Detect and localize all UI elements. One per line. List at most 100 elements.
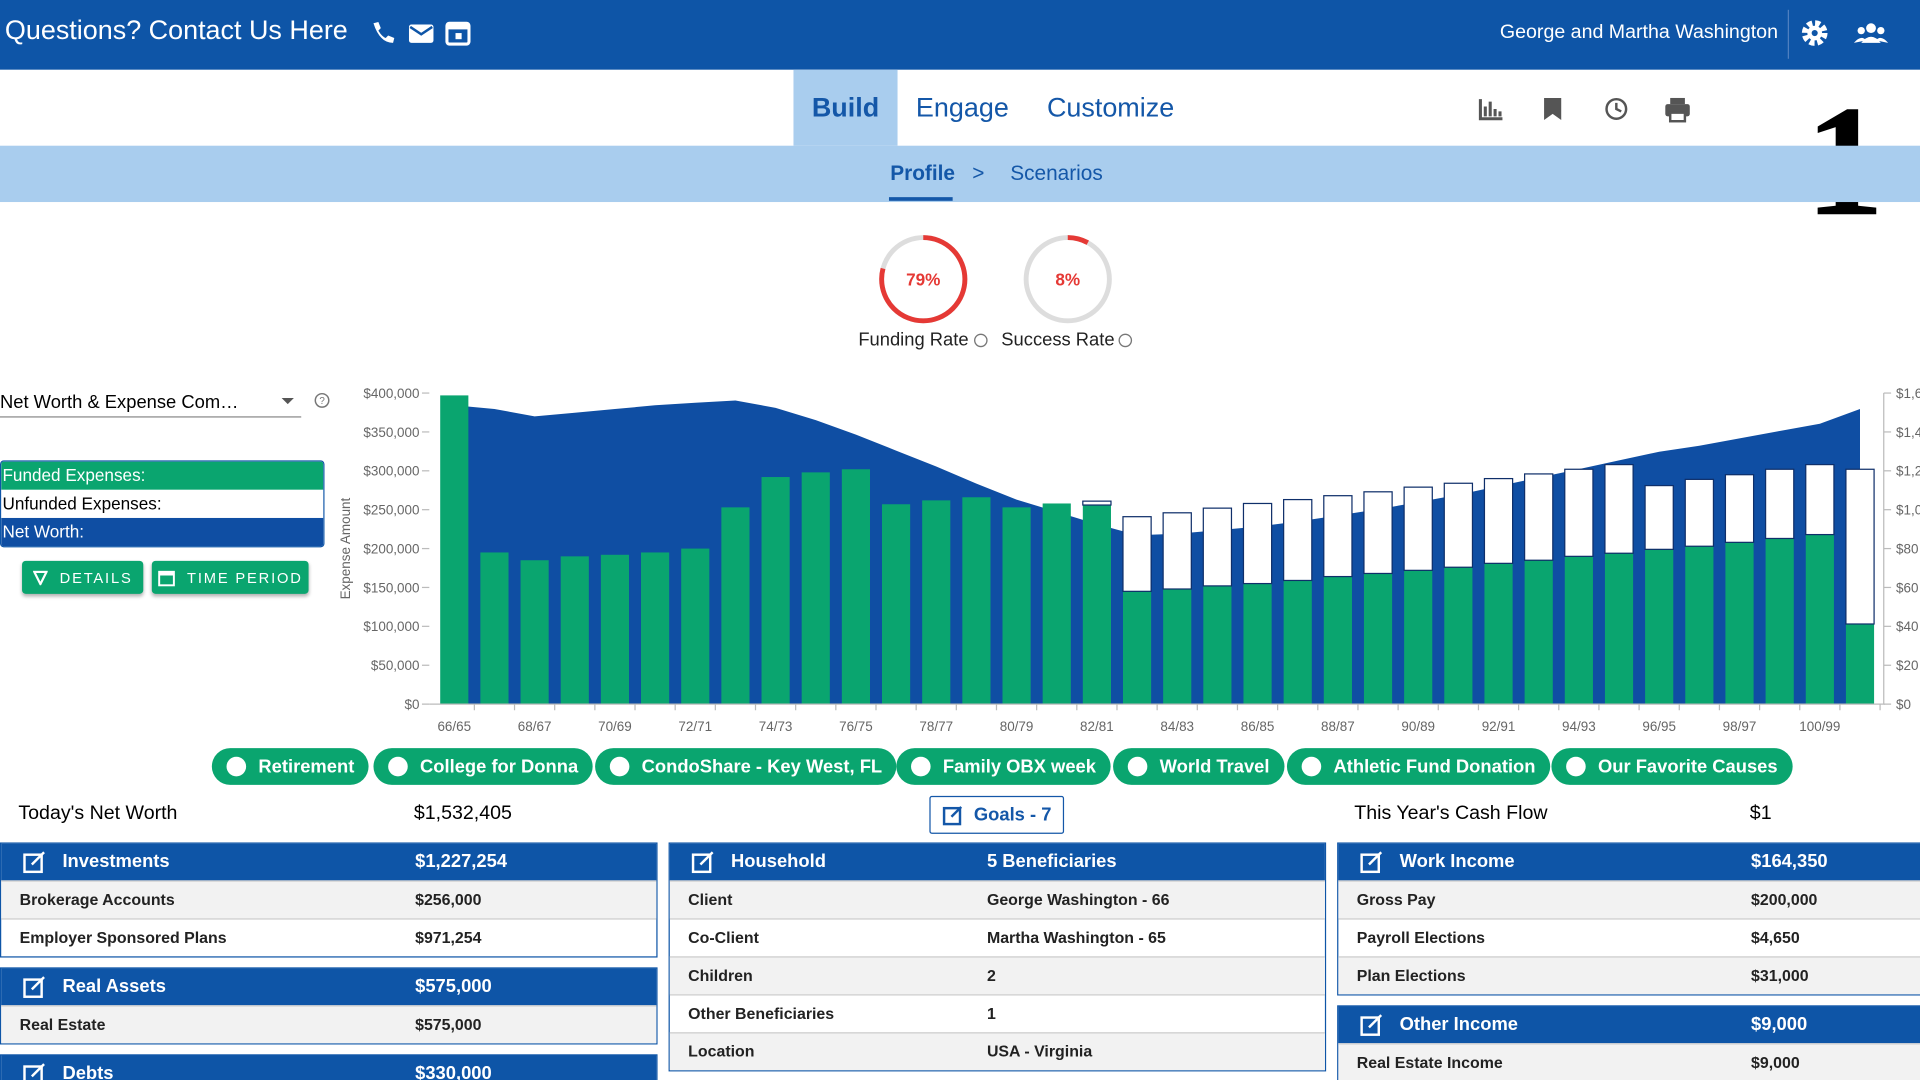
svg-text:?: ? <box>319 396 325 407</box>
card-row: Brokerage Accounts $256,000 <box>1 880 657 919</box>
goal-chip[interactable]: College for Donna <box>373 748 593 785</box>
x-tick-label: 66/65 <box>437 719 471 734</box>
y-tick-label: $150,000 <box>363 580 419 595</box>
row-label: Location <box>688 1042 755 1061</box>
chart-selector-text: Net Worth & Expense Com… <box>0 391 239 413</box>
x-tick-label: 88/87 <box>1321 719 1355 734</box>
calendar-icon <box>157 570 175 586</box>
x-tick-label: 86/85 <box>1241 719 1275 734</box>
x-tick-label: 72/71 <box>678 719 712 734</box>
card: Debts $330,000 <box>0 1054 658 1080</box>
card-row: Location USA - Virginia <box>669 1032 1325 1071</box>
row-value: $575,000 <box>415 1015 482 1034</box>
edit-icon[interactable] <box>22 976 46 1000</box>
goal-chip[interactable]: Retirement <box>211 748 370 785</box>
y2-tick-label: $60 <box>1896 580 1918 595</box>
tab[interactable]: Engage <box>915 91 1009 123</box>
legend-entry: Unfunded Expenses: <box>1 489 324 518</box>
gauges: 79% Funding Rate 8% Success Rate <box>858 235 1133 349</box>
bar-segment <box>1243 583 1272 705</box>
card-rows: Gross Pay $200,000 Payroll Elections $4,650… <box>1338 880 1920 995</box>
bar-segment <box>1242 502 1273 585</box>
goals-button[interactable]: Goals - 7 <box>929 795 1065 834</box>
edit-icon[interactable] <box>22 1063 46 1080</box>
x-tick-label: 100/99 <box>1799 719 1840 734</box>
card-header[interactable]: Real Assets $575,000 <box>1 968 657 1006</box>
y-tick-label: $200,000 <box>363 541 419 556</box>
card-rows: Real Estate Income $9,000 <box>1338 1043 1920 1080</box>
tab[interactable]: Customize <box>1046 91 1175 123</box>
row-value: $4,650 <box>1751 928 1800 947</box>
chart-selector[interactable]: Net Worth & Expense Com… <box>0 391 302 418</box>
card-value: 5 Beneficiaries <box>986 851 1117 872</box>
bar-segment <box>1764 468 1795 540</box>
bar-segment <box>1283 498 1313 582</box>
subnav-separator: > <box>972 161 985 185</box>
row-value: Martha Washington - 65 <box>986 928 1166 947</box>
legend-entry: Net Worth: <box>1 517 324 547</box>
time-period-button[interactable]: TIME PERIOD <box>151 560 309 594</box>
goal-name: College for Donna <box>420 756 579 777</box>
card-header[interactable]: Household 5 Beneficiaries <box>669 843 1325 881</box>
card-header[interactable]: Other Income $9,000 <box>1338 1006 1920 1044</box>
contact-link[interactable]: Questions? Contact Us Here <box>4 14 348 46</box>
subnav-scenarios[interactable]: Scenarios <box>1010 161 1103 185</box>
tab[interactable]: Build <box>793 69 898 146</box>
gauge-arc <box>1023 235 1112 324</box>
details-button[interactable]: DETAILS <box>22 560 144 594</box>
goal-chip[interactable]: Our Favorite Causes <box>1551 748 1793 785</box>
card-value: $9,000 <box>1751 1013 1808 1035</box>
goal-chip[interactable]: CondoShare - Key West, FL <box>595 748 897 785</box>
help-icon[interactable] <box>974 333 988 348</box>
goal-chip[interactable]: Family OBX week <box>896 748 1111 785</box>
bar-segment <box>922 500 951 705</box>
x-tick-label: 84/83 <box>1160 719 1194 734</box>
card-header[interactable]: Debts $330,000 <box>1 1055 657 1080</box>
goal-chip[interactable]: Athletic Fund Donation <box>1286 748 1551 785</box>
card-header[interactable]: Investments $1,227,254 <box>1 843 657 881</box>
net-worth-label: Today's Net Worth <box>18 803 178 825</box>
settings-icons[interactable] <box>1800 18 1898 50</box>
bar-segment <box>1725 542 1754 705</box>
row-value: George Washington - 66 <box>986 890 1170 909</box>
help-icon[interactable] <box>1118 333 1133 348</box>
row-label: Other Beneficiaries <box>688 1004 835 1023</box>
help-icon[interactable]: ? <box>313 392 333 412</box>
bar-segment <box>1684 478 1715 547</box>
bar-segment <box>1483 477 1514 564</box>
subnav-profile[interactable]: Profile <box>890 161 955 185</box>
bar-segment <box>1002 507 1031 705</box>
edit-icon <box>943 805 963 825</box>
card-row: Real Estate $575,000 <box>1 1005 657 1044</box>
toolbar-icons[interactable] <box>1476 94 1696 123</box>
x-tick-label: 94/93 <box>1562 719 1596 734</box>
bar-segment <box>1202 507 1233 587</box>
bar-segment <box>1082 500 1112 506</box>
x-tick-label: 70/69 <box>598 719 632 734</box>
goal-name: Family OBX week <box>942 756 1096 777</box>
edit-icon[interactable] <box>691 851 715 875</box>
row-label: Children <box>688 966 753 985</box>
x-tick-label: 92/91 <box>1482 719 1516 734</box>
row-value: $256,000 <box>415 890 482 909</box>
goal-chip[interactable]: World Travel <box>1113 748 1285 785</box>
card-row: Co-Client Martha Washington - 65 <box>669 918 1325 956</box>
contact-icons[interactable] <box>370 20 480 47</box>
row-label: Co-Client <box>688 928 759 947</box>
cash-flow-value: $1 <box>1749 803 1772 825</box>
card: Household 5 Beneficiaries Client George Was… <box>668 842 1327 1072</box>
card-header[interactable]: Work Income $164,350 <box>1338 843 1920 881</box>
bar-segment <box>600 554 630 705</box>
edit-icon[interactable] <box>1359 1014 1383 1038</box>
edit-icon[interactable] <box>1359 851 1383 875</box>
edit-icon[interactable] <box>22 851 46 875</box>
divider <box>1787 9 1789 59</box>
row-value: $200,000 <box>1751 890 1818 909</box>
y-tick-label: $350,000 <box>363 425 419 440</box>
legend-entry: Funded Expenses: <box>1 461 324 490</box>
card: Work Income $164,350 Gross Pay $200,000 Payr… <box>1337 842 1920 996</box>
bar-segment <box>1523 473 1554 561</box>
bar-segment <box>1363 491 1393 575</box>
card-row: Other Beneficiaries 1 <box>669 994 1325 1032</box>
